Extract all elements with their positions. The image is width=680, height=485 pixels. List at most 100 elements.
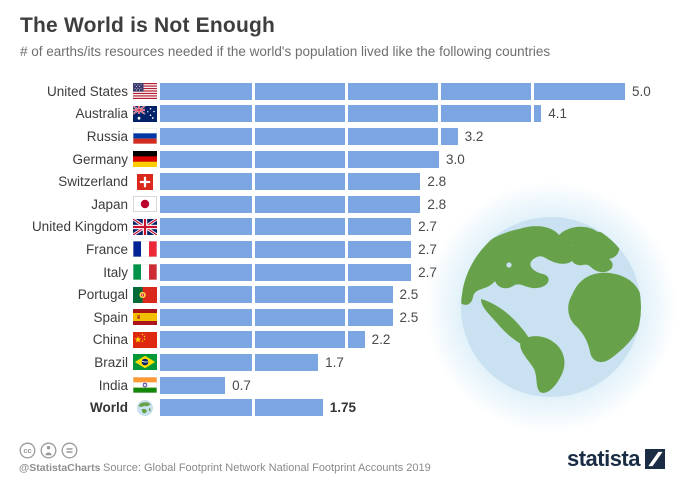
earth-unit-separator: [530, 82, 534, 100]
earth-unit-separator: [251, 218, 255, 236]
license-icons: cc: [19, 442, 100, 459]
category-label: Australia: [75, 106, 128, 122]
earth-unit-separator: [344, 308, 348, 326]
svg-text:★: ★: [134, 335, 142, 345]
earth-unit-separator: [344, 218, 348, 236]
earth-unit-separator: [344, 173, 348, 191]
equal-icon: [61, 442, 78, 459]
value-label: 2.8: [427, 196, 447, 212]
bar: [160, 195, 421, 213]
flag-world-icon: [133, 399, 157, 416]
value-label: 1.7: [325, 354, 344, 370]
category-label: Brazil: [94, 354, 128, 370]
earth-unit-separator: [251, 286, 255, 304]
earth-unit-separator: [344, 240, 348, 258]
flag-gb-icon: [133, 218, 157, 235]
flag-br-icon: [133, 354, 157, 371]
category-label: India: [98, 377, 128, 393]
category-label: United Kingdom: [31, 219, 128, 235]
chart-row-gb: United Kingdom 2.7: [0, 216, 680, 239]
category-label: Switzerland: [58, 174, 128, 190]
chart-row-world: World 1.75: [0, 396, 680, 419]
statista-charts-handle: @StatistaCharts: [19, 462, 101, 474]
bar: [160, 286, 393, 304]
value-label: 4.1: [548, 106, 568, 122]
earth-unit-separator: [251, 195, 255, 213]
flag-es-icon: [133, 309, 157, 326]
bar: [160, 399, 323, 417]
category-label: China: [92, 332, 128, 348]
chart-row-de: Germany 3.0: [0, 148, 680, 171]
earth-unit-separator: [251, 399, 255, 417]
value-label: 2.5: [399, 287, 419, 303]
chart-row-us: United States 5.0: [0, 80, 680, 103]
flag-fr-icon: [133, 241, 157, 258]
globe-lake: [506, 262, 512, 268]
chart-row-fr: France 2.7: [0, 238, 680, 261]
earth-unit-separator: [344, 195, 348, 213]
continent-africa: [568, 272, 641, 363]
category-label: Spain: [93, 309, 128, 325]
value-label: 2.7: [418, 241, 437, 257]
page-subtitle: # of earths/its resources needed if the …: [20, 44, 551, 59]
svg-text:cc: cc: [23, 446, 31, 455]
bar: [160, 376, 226, 394]
earth-globe-illustration: [461, 217, 641, 397]
bar: [160, 105, 542, 123]
continent-central-america: [481, 299, 531, 348]
earth-unit-separator: [344, 127, 348, 145]
source-text: Source: Global Footprint Network Nationa…: [103, 462, 431, 474]
continent-europe: [571, 231, 620, 273]
value-label: 2.2: [371, 332, 391, 348]
bar: [160, 331, 365, 349]
chart-row-es: Spain 2.5: [0, 306, 680, 329]
page-title: The World is Not Enough: [20, 14, 276, 37]
cc-icon: cc: [19, 442, 36, 459]
flag-de-icon: [133, 151, 157, 168]
flag-au-icon: [133, 105, 157, 122]
flag-cn-icon: ★: [133, 331, 157, 348]
statista-logo-icon: [645, 449, 665, 469]
chart-row-it: Italy 2.7: [0, 261, 680, 284]
category-label: Germany: [72, 151, 128, 167]
chart-row-in: India 0.7: [0, 374, 680, 397]
value-label: 2.8: [427, 174, 447, 190]
chart-row-ch: Switzerland 2.8: [0, 170, 680, 193]
earth-unit-separator: [251, 263, 255, 281]
category-label: Japan: [91, 196, 128, 212]
bar: [160, 173, 421, 191]
statista-logo-text: statista: [566, 446, 641, 471]
chart-row-au: Australia 4.1: [0, 103, 680, 126]
earth-unit-separator: [251, 331, 255, 349]
flag-us-icon: [133, 83, 157, 100]
category-label: Russia: [86, 128, 128, 144]
category-label: Portugal: [77, 287, 128, 303]
value-label: 2.7: [418, 219, 437, 235]
value-label: 1.75: [329, 400, 357, 416]
earth-unit-separator: [251, 150, 255, 168]
bar: [160, 82, 625, 100]
bar: [160, 240, 412, 258]
chart-row-cn: China ★ 2.2: [0, 329, 680, 352]
continent-north-america: [461, 226, 601, 305]
earth-unit-separator: [344, 331, 348, 349]
bar: [160, 127, 458, 145]
bar: [160, 218, 412, 236]
bar: [160, 353, 319, 371]
earth-unit-separator: [251, 105, 255, 123]
value-label: 2.5: [399, 309, 419, 325]
chart-row-pt: Portugal 2.5: [0, 283, 680, 306]
value-label: 5.0: [632, 83, 651, 99]
flag-ru-icon: [133, 128, 157, 145]
bar: [160, 263, 412, 281]
license-block: cc @StatistaCharts: [19, 442, 100, 474]
category-label: World: [90, 400, 128, 416]
earth-unit-separator: [251, 82, 255, 100]
flag-jp-icon: [133, 196, 157, 213]
earth-unit-separator: [344, 82, 348, 100]
earth-unit-separator: [344, 150, 348, 168]
value-label: 2.7: [418, 264, 437, 280]
earth-unit-separator: [251, 127, 255, 145]
value-label: 3.2: [464, 128, 484, 144]
earth-unit-separator: [437, 127, 441, 145]
